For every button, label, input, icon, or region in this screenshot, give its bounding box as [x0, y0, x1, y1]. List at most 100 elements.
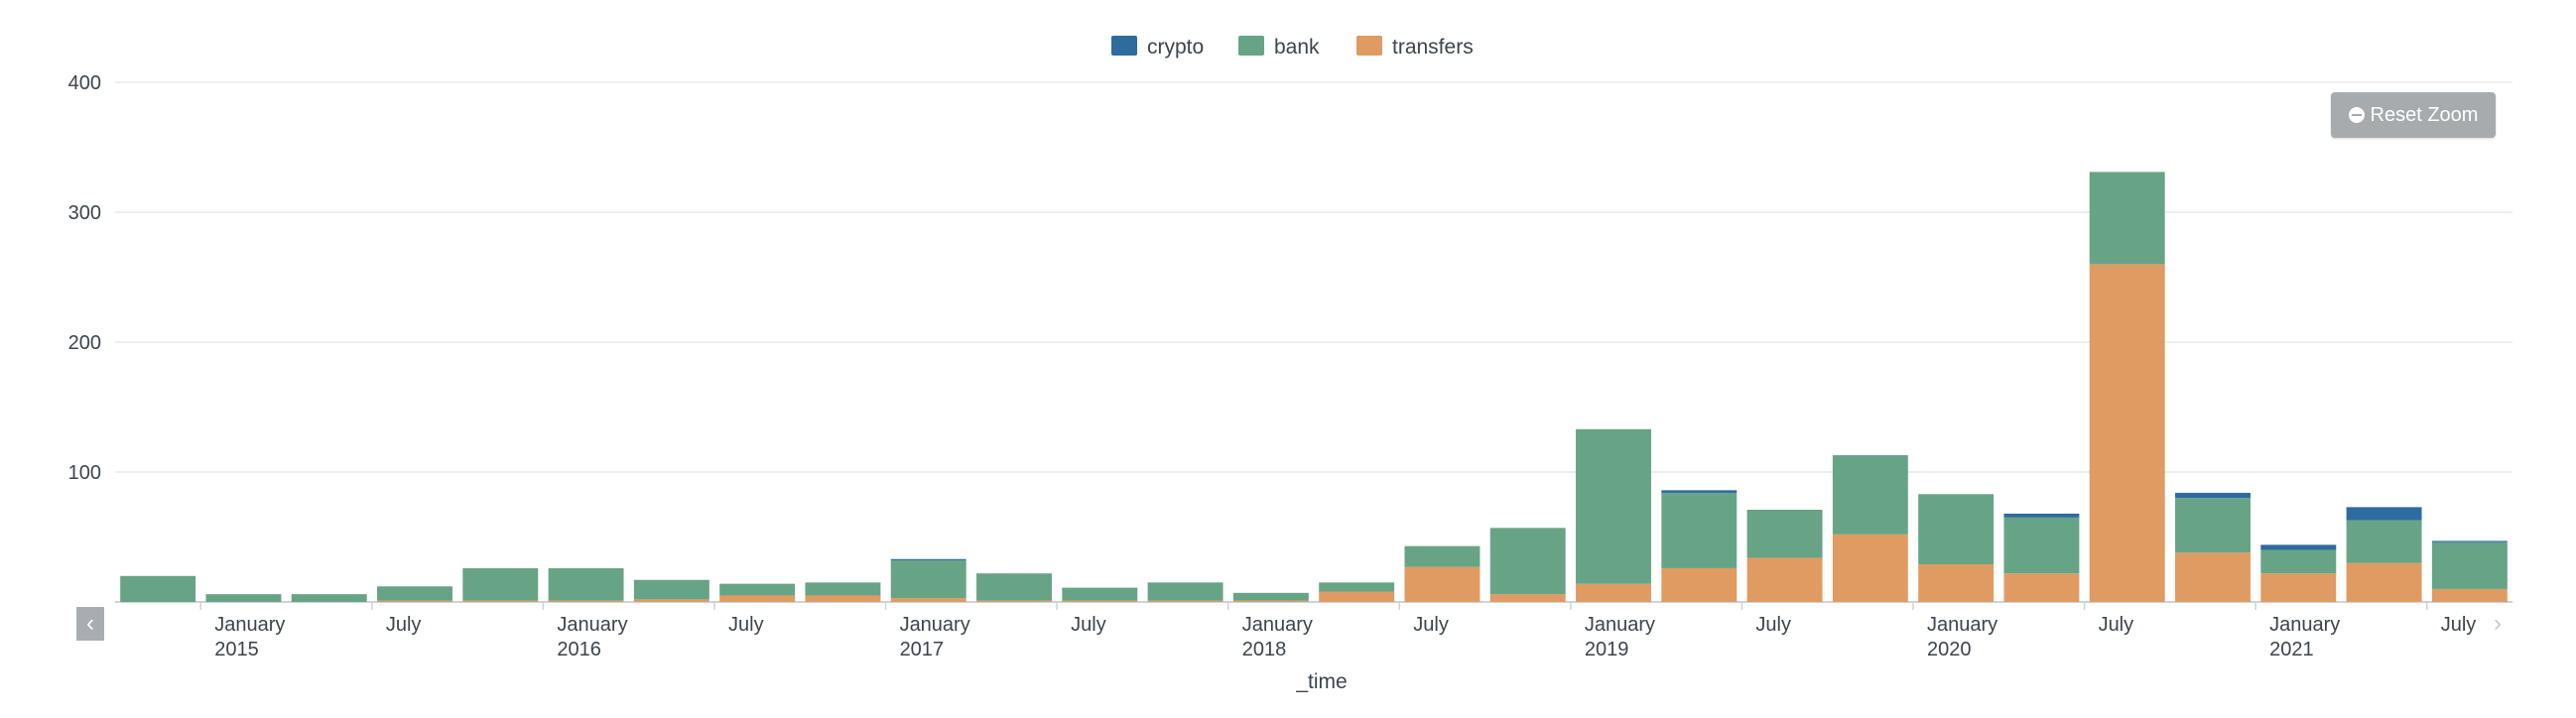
bar-transfers — [2346, 562, 2422, 602]
bar-transfers — [462, 600, 539, 602]
x-tick-label: January — [1927, 614, 1997, 636]
x-tick-label: July — [1755, 614, 1791, 636]
scroll-right-button[interactable]: › — [2494, 610, 2502, 637]
bar-transfers — [2003, 573, 2080, 602]
bar-bank — [805, 582, 881, 596]
x-tick-label: July — [386, 614, 422, 636]
bar-bank — [719, 583, 796, 596]
legend-item-crypto[interactable]: crypto — [1111, 36, 1204, 59]
bar-bank — [1404, 545, 1481, 567]
bar-transfers — [2175, 552, 2251, 602]
reset-zoom-label: Reset Zoom — [2370, 103, 2479, 126]
bar-transfers — [1232, 600, 1309, 602]
x-tick-label: July — [1413, 614, 1449, 636]
bar-transfers — [1404, 566, 1481, 602]
bar-transfers — [2089, 264, 2165, 602]
bar-bank — [890, 560, 966, 599]
bar-bank — [1832, 454, 1908, 535]
bar-bank — [2175, 498, 2251, 553]
x-tick-label: July — [728, 614, 764, 636]
bar-bank — [1918, 494, 1995, 565]
legend-swatch — [1111, 36, 1137, 56]
bar-transfers — [1319, 591, 1395, 602]
scroll-left-button[interactable]: ‹ — [76, 607, 104, 641]
y-axis: 100 200 300 400 — [68, 72, 101, 484]
x-tick-year: 2021 — [2269, 639, 2314, 660]
bar-crypto — [2260, 544, 2337, 550]
legend-label: transfers — [1392, 36, 1474, 59]
bar-crypto — [2431, 540, 2508, 542]
bar-bank — [2089, 172, 2165, 265]
minus-circle-icon — [2348, 107, 2365, 123]
bar-bank — [1062, 587, 1138, 601]
x-tick-year: 2018 — [1242, 639, 1287, 660]
bar-bank — [462, 567, 539, 601]
bar-bank — [377, 586, 452, 601]
bar-bank — [1147, 582, 1224, 601]
bar-bank — [1489, 528, 1566, 595]
bar-bank — [2431, 541, 2508, 589]
bar-bank — [1576, 428, 1651, 584]
x-tick-year: 2020 — [1927, 639, 1972, 660]
bar-bank — [2003, 517, 2080, 574]
x-tick-label: July — [2441, 614, 2477, 636]
bar-transfers — [1661, 567, 1738, 602]
x-tick-year: 2019 — [1585, 639, 1629, 660]
legend-label: bank — [1274, 36, 1320, 59]
bar-transfers — [1918, 564, 1995, 602]
bar-transfers — [548, 600, 624, 602]
x-tick-label: January — [557, 614, 627, 636]
legend-item-transfers[interactable]: transfers — [1356, 36, 1474, 59]
x-tick-year: 2016 — [557, 639, 601, 660]
x-axis: January 2015 July January 2016 July January 201… — [199, 602, 2477, 660]
x-tick-label: January — [900, 614, 970, 636]
bar-bank — [1661, 492, 1738, 568]
legend-item-bank[interactable]: bank — [1238, 36, 1320, 59]
legend-label: crypto — [1147, 36, 1204, 59]
bar-bank — [205, 594, 282, 602]
legend-swatch — [1356, 36, 1382, 56]
bar-bank — [120, 575, 196, 602]
x-tick-label: July — [1071, 614, 1106, 636]
chart-legend[interactable]: crypto bank transfers — [1111, 36, 1474, 59]
bar-crypto — [890, 558, 966, 561]
y-tick-label: 300 — [68, 202, 101, 224]
x-tick-label: January — [1585, 614, 1655, 636]
bar-bank — [548, 567, 624, 601]
bar-bank — [1319, 582, 1395, 592]
x-tick-label: January — [2269, 614, 2340, 636]
bar-transfers — [2260, 573, 2337, 602]
x-tick-label: January — [214, 614, 285, 636]
y-tick-label: 200 — [68, 332, 101, 354]
bar-transfers — [890, 598, 966, 602]
bar-bank — [291, 594, 367, 602]
y-tick-label: 100 — [68, 462, 101, 484]
bar-crypto — [2003, 513, 2080, 518]
bar-bank — [976, 573, 1052, 601]
x-tick-label: January — [1242, 614, 1313, 636]
bar-transfers — [1147, 600, 1224, 602]
bar-bank — [633, 579, 709, 600]
bar-transfers — [1489, 594, 1566, 602]
legend-swatch — [1238, 36, 1264, 56]
bar-crypto — [2175, 492, 2251, 499]
bar-transfers — [976, 600, 1052, 602]
bar-bank — [1746, 509, 1823, 558]
bar-transfers — [377, 600, 452, 602]
x-tick-label: July — [2099, 614, 2134, 636]
bar-transfers — [1746, 557, 1823, 602]
bar-transfers — [805, 595, 881, 602]
bar-bank — [2346, 520, 2422, 563]
bar-transfers — [1576, 583, 1651, 602]
x-tick-year: 2017 — [900, 639, 945, 660]
reset-zoom-button[interactable]: Reset Zoom — [2331, 92, 2496, 138]
bar-crypto — [2346, 507, 2422, 521]
chart-bars — [120, 172, 2508, 602]
bar-transfers — [1832, 534, 1908, 602]
bar-bank — [2260, 549, 2337, 574]
x-tick-year: 2015 — [214, 639, 258, 660]
bar-transfers — [2431, 588, 2508, 602]
x-axis-title: _time — [1295, 670, 1347, 693]
bar-transfers — [719, 595, 796, 602]
